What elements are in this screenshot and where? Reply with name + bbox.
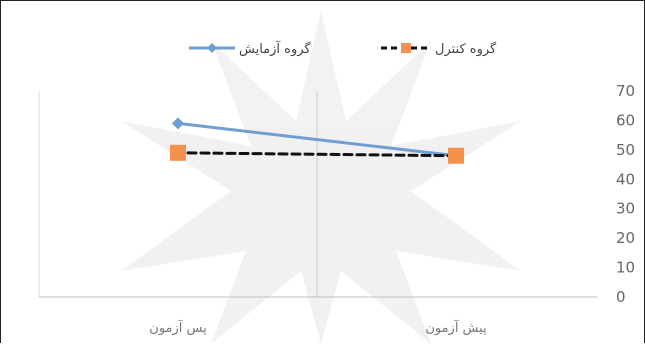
y-axis-tick-labels: 0 10 20 30 40 50 60 70 <box>616 82 635 306</box>
legend-square-marker <box>401 43 411 53</box>
series-control <box>170 144 464 164</box>
legend: گروه آزمایش گروه کنترل <box>189 40 497 57</box>
y-tick-label: 10 <box>616 259 635 277</box>
y-tick-label: 0 <box>616 288 626 306</box>
x-category-label: پس آزمون <box>149 319 207 336</box>
watermark-rosette <box>121 11 521 344</box>
series-line <box>176 151 458 158</box>
y-tick-label: 60 <box>616 111 635 129</box>
legend-label: گروه آزمایش <box>239 40 311 57</box>
y-tick-label: 40 <box>616 170 635 188</box>
y-tick-label: 50 <box>616 141 635 159</box>
x-category-label: پیش آزمون <box>425 319 487 336</box>
legend-diamond-marker <box>207 43 217 53</box>
y-tick-label: 30 <box>616 200 635 218</box>
legend-item: گروه آزمایش <box>189 40 311 57</box>
square-marker <box>170 144 186 161</box>
series-line <box>176 121 458 158</box>
diamond-marker <box>172 117 184 130</box>
series-layer <box>170 117 464 164</box>
legend-item: گروه کنترل <box>381 41 497 57</box>
x-axis-category-labels: پیش آزمون پس آزمون <box>149 319 487 336</box>
legend-label: گروه کنترل <box>435 41 497 57</box>
square-marker <box>448 147 464 164</box>
y-tick-label: 20 <box>616 229 635 247</box>
y-tick-label: 70 <box>616 82 635 100</box>
